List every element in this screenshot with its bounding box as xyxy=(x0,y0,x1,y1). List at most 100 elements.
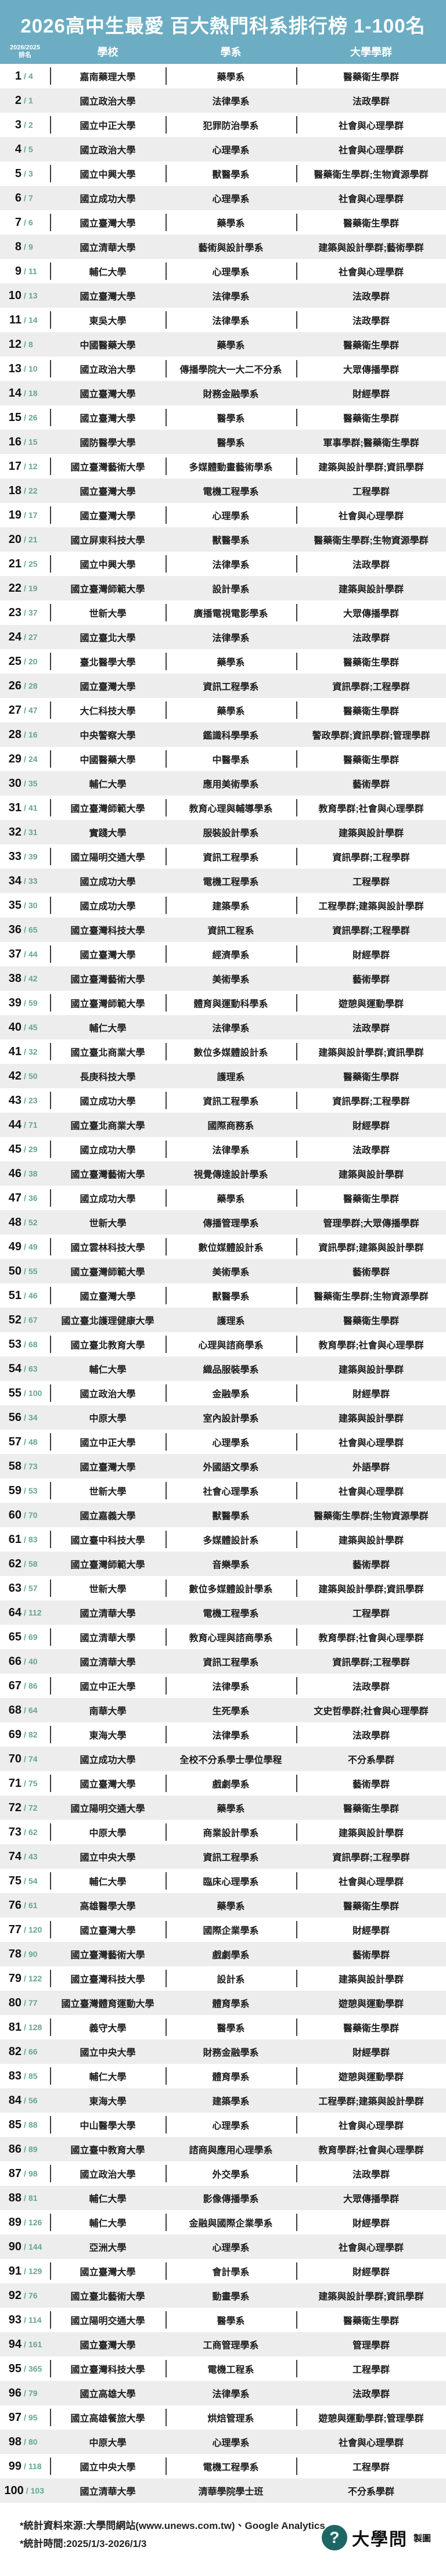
discipline-group-cell: 醫藥衛生學群 xyxy=(296,1186,446,1210)
table-row: 60 / 70 國立嘉義大學 獸醫學系 醫藥衛生學群;生物資源學群 xyxy=(0,1503,446,1527)
rank-cell: 94 / 161 xyxy=(0,2332,50,2356)
rank-cell: 45 / 29 xyxy=(0,1137,50,1161)
school-cell: 中國醫藥大學 xyxy=(80,341,136,351)
rank-cell: 79 / 122 xyxy=(0,1966,50,1991)
table-row: 39 / 59 國立臺灣師範大學 體育與運動科學系 遊憩與運動學群 xyxy=(0,991,446,1015)
rank-separator: / xyxy=(24,1681,26,1690)
department-cell: 法律學系 xyxy=(212,1024,250,1034)
school-cell: 國立成功大學 xyxy=(50,1186,166,1210)
rank-2025-value: 38 xyxy=(28,1169,38,1178)
rank-separator: / xyxy=(24,1267,26,1276)
school-cell: 國立臺灣大學 xyxy=(80,2341,136,2351)
table-row: 98 / 80 中原大學 心理學系 社會與心理學群 xyxy=(0,2430,446,2454)
school-cell: 國立雲林科技大學 xyxy=(50,1235,166,1259)
rank-cell: 61 / 83 xyxy=(0,1527,50,1552)
school-cell: 國立臺灣藝術大學 xyxy=(70,1170,145,1180)
rank-cell: 84 / 56 xyxy=(0,2088,50,2113)
rank-cell: 77 / 120 xyxy=(0,1917,50,1942)
rank-cell: 22 / 19 xyxy=(0,576,50,600)
department-cell: 醫學系 xyxy=(166,2308,296,2332)
department-cell: 美術學系 xyxy=(212,975,250,985)
rank-cell: 4 / 5 xyxy=(0,137,50,161)
rank-2025-value: 54 xyxy=(28,1876,38,1886)
table-row: 74 / 43 國立中央大學 資訊工程學系 資訊學群;工程學群 xyxy=(0,1844,446,1869)
table-row: 26 / 28 國立臺灣大學 資訊工程學系 資訊學群;工程學群 xyxy=(0,674,446,698)
table-row: 17 / 12 國立臺灣藝術大學 多媒體動畫藝術學系 建築與設計學群;資訊學群 xyxy=(0,454,446,478)
rank-separator: / xyxy=(24,584,26,593)
rank-2025-value: 27 xyxy=(28,632,38,642)
school-cell: 嘉南藥理大學 xyxy=(50,64,166,88)
rank-cell: 48 / 52 xyxy=(0,1210,50,1235)
rank-separator: / xyxy=(24,413,26,422)
column-header-department: 學系 xyxy=(220,46,242,58)
discipline-group-cell: 大眾傳播學群 xyxy=(296,600,446,625)
rank-2025-value: 45 xyxy=(28,1023,38,1032)
rank-cell: 15 / 26 xyxy=(0,405,50,430)
rank-2025-value: 2 xyxy=(28,120,33,129)
rank-2026-value: 23 xyxy=(8,606,22,619)
table-row: 15 / 26 國立臺灣大學 醫學系 醫藥衛生學群 xyxy=(0,405,446,430)
rank-cell: 52 / 67 xyxy=(0,1308,50,1332)
table-row: 66 / 40 國立清華大學 資訊工程學系 資訊學群;工程學群 xyxy=(0,1649,446,1674)
ranking-table-body: 1 / 4 嘉南藥理大學 藥學系 醫藥衛生學群 2 / 1 國立政治大學 法律學… xyxy=(0,64,446,2503)
table-row: 31 / 41 國立臺灣師範大學 教育心理與輔導學系 教育學群;社會與心理學群 xyxy=(0,796,446,820)
rank-separator: / xyxy=(24,1535,26,1544)
department-cell: 心理學系 xyxy=(212,195,250,204)
school-cell: 國立臺灣大學 xyxy=(50,942,166,966)
rank-2026-value: 52 xyxy=(8,1313,22,1326)
rank-separator: / xyxy=(24,1901,26,1910)
rank-cell: 83 / 85 xyxy=(0,2064,50,2088)
rank-2026-value: 48 xyxy=(8,1215,22,1229)
discipline-group-cell: 法政學群 xyxy=(352,292,390,302)
discipline-group-cell: 醫藥衛生學群 xyxy=(343,1316,399,1326)
rank-separator: / xyxy=(24,1388,26,1398)
rank-cell: 72 / 72 xyxy=(0,1796,50,1820)
rank-separator: / xyxy=(24,2242,26,2251)
rank-2026-value: 71 xyxy=(8,1776,22,1790)
school-cell: 東海大學 xyxy=(50,1722,166,1747)
discipline-group-cell: 財經學群 xyxy=(296,2210,446,2235)
rank-separator: / xyxy=(24,169,26,178)
rank-2026-value: 40 xyxy=(8,1020,22,1034)
department-cell: 清華學院學士班 xyxy=(198,2487,264,2497)
discipline-group-cell: 工程學群 xyxy=(352,877,390,887)
discipline-group-cell: 財經學群 xyxy=(352,390,390,400)
discipline-group-cell: 建築與設計學群 xyxy=(338,1414,404,1424)
school-cell: 國立清華大學 xyxy=(80,1609,136,1619)
rank-separator: / xyxy=(24,681,26,690)
rank-2025-value: 18 xyxy=(28,388,38,398)
table-row: 81 / 128 義守大學 醫學系 醫藥衛生學群 xyxy=(0,2015,446,2039)
discipline-group-cell: 財經學群 xyxy=(296,942,446,966)
rank-cell: 57 / 48 xyxy=(0,1430,50,1454)
table-row: 94 / 161 國立臺灣大學 工商管理學系 管理學群 xyxy=(0,2332,446,2356)
rank-2025-value: 48 xyxy=(28,1437,38,1447)
rank-2025-value: 41 xyxy=(28,803,38,812)
rank-cell: 3 / 2 xyxy=(0,113,50,137)
logo-credit-label: 製圖 xyxy=(413,2533,431,2543)
school-cell: 國立政治大學 xyxy=(50,1381,166,1405)
rank-2026-value: 20 xyxy=(8,533,22,546)
rank-separator: / xyxy=(24,1803,26,1812)
rank-separator: / xyxy=(24,71,26,81)
rank-2025-value: 5 xyxy=(28,145,33,154)
table-row: 75 / 54 輔仁大學 臨床心理學系 社會與心理學群 xyxy=(0,1869,446,1893)
rank-2026-value: 28 xyxy=(8,728,22,741)
discipline-group-cell: 社會與心理學群 xyxy=(296,2113,446,2137)
rank-2026-value: 6 xyxy=(15,191,22,204)
rank-2026-value: 37 xyxy=(8,947,22,960)
department-cell: 織品服裝學系 xyxy=(203,1365,259,1375)
rank-separator: / xyxy=(24,1145,26,1154)
rank-2026-value: 90 xyxy=(8,2240,22,2253)
rank-2026-value: 4 xyxy=(15,142,22,156)
rank-cell: 97 / 95 xyxy=(0,2405,50,2430)
rank-separator: / xyxy=(24,901,26,910)
rank-cell: 76 / 61 xyxy=(0,1893,50,1917)
rank-separator: / xyxy=(24,1193,26,1203)
rank-cell: 60 / 70 xyxy=(0,1503,50,1527)
school-cell: 大仁科技大學 xyxy=(50,698,166,722)
rank-separator: / xyxy=(24,876,26,886)
school-cell: 國立臺灣大學 xyxy=(50,405,166,430)
rank-2026-value: 27 xyxy=(8,703,22,717)
rank-2025-value: 1 xyxy=(28,96,33,105)
department-cell: 室內設計學系 xyxy=(203,1414,259,1424)
